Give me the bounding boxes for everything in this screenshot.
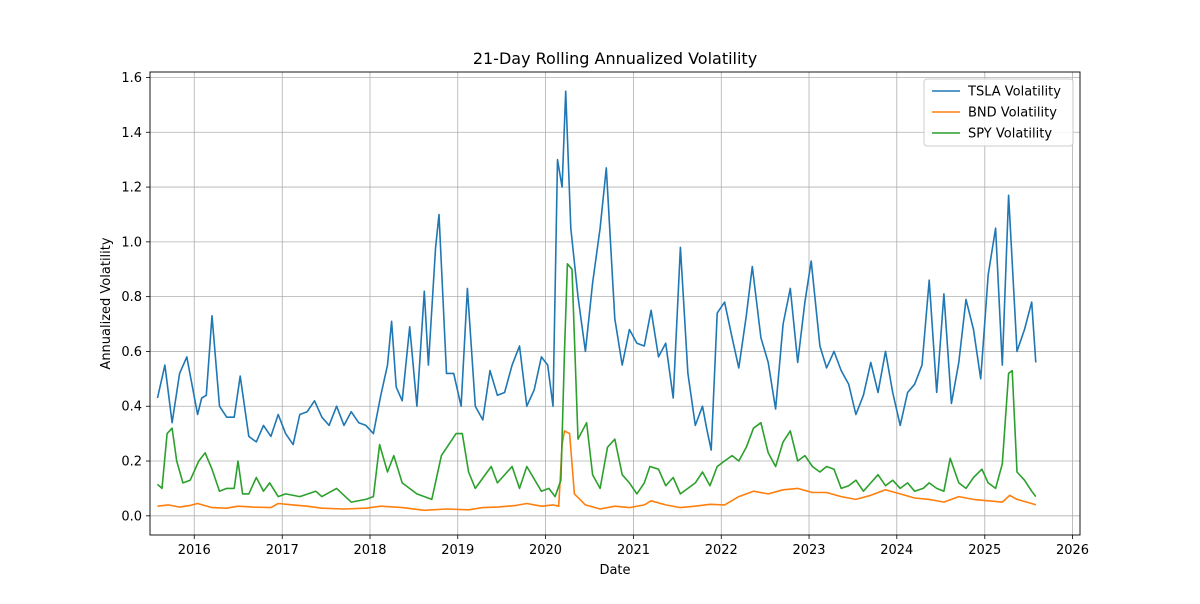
y-tick-label: 1.6 [121, 71, 142, 86]
legend-box [923, 78, 1074, 147]
x-axis-label: Date [599, 563, 630, 578]
y-tick-label: 0.8 [121, 290, 142, 305]
x-tick-label: 2019 [441, 543, 474, 558]
y-axis-ticks: 0.0 0.2 0.4 0.6 0.8 1.0 1.2 1.4 1.6 [121, 71, 150, 524]
y-tick-label: 1.2 [121, 181, 142, 196]
legend: TSLA Volatility BND Volatility SPY Volatil… [923, 78, 1074, 147]
x-axis-ticks: 2016 2017 2018 2019 2020 2021 2022 2023 2024 2025… [178, 535, 1089, 558]
y-tick-label: 0.6 [121, 345, 142, 360]
x-tick-label: 2022 [705, 543, 738, 558]
x-tick-label: 2018 [353, 543, 386, 558]
y-tick-label: 0.4 [121, 400, 142, 415]
series-lines [156, 90, 1037, 512]
x-tick-label: 2021 [617, 543, 650, 558]
x-tick-label: 2024 [880, 543, 913, 558]
plot-area-frame [149, 71, 1081, 536]
x-tick-label: 2017 [266, 543, 299, 558]
y-tick-label: 1.4 [121, 126, 142, 141]
grid [150, 72, 1080, 535]
y-tick-label: 0.0 [121, 509, 142, 524]
y-axis-label: Annualized Volatility [99, 237, 114, 369]
y-tick-label: 0.2 [121, 455, 142, 470]
x-tick-label: 2023 [792, 543, 825, 558]
legend-label-bnd: BND Volatility [968, 106, 1057, 121]
legend-label-tsla: TSLA Volatility [967, 85, 1061, 100]
x-tick-label: 2016 [178, 543, 211, 558]
y-tick-label: 1.0 [121, 235, 142, 250]
legend-label-spy: SPY Volatility [968, 127, 1052, 142]
spy-volatility-line [156, 262, 1037, 503]
x-tick-label: 2025 [968, 543, 1001, 558]
x-tick-label: 2020 [529, 543, 562, 558]
bnd-volatility-line [157, 430, 1037, 512]
tsla-volatility-line [156, 90, 1037, 451]
chart-title: 21-Day Rolling Annualized Volatility [473, 49, 757, 68]
x-tick-label: 2026 [1056, 543, 1089, 558]
